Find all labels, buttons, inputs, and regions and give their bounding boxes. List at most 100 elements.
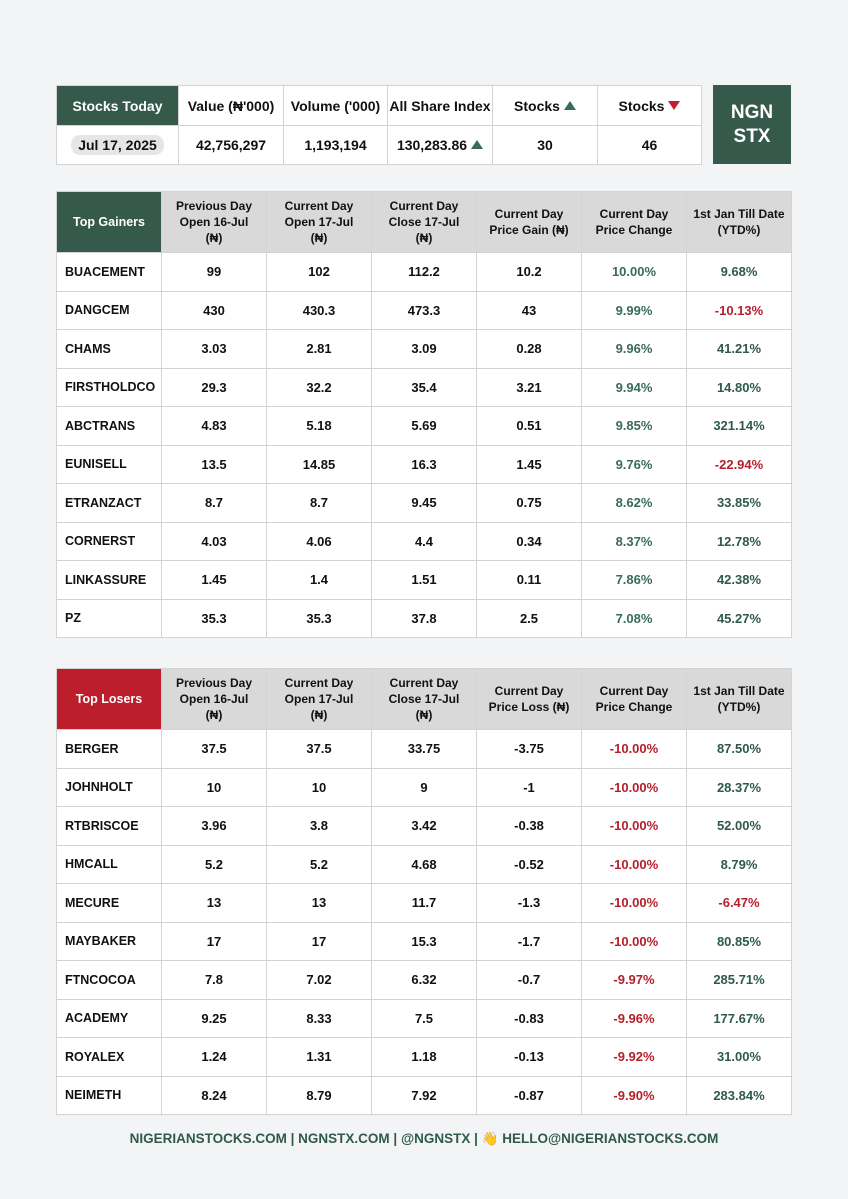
logo-line: NGN (730, 101, 774, 123)
value-text: 130,283.86 (396, 137, 468, 153)
logo: NGN STX (713, 85, 791, 164)
stock-name: LINKASSURE (56, 560, 162, 600)
cell: -0.7 (476, 960, 582, 1000)
stock-name: ETRANZACT (56, 483, 162, 523)
cell: -0.52 (476, 844, 582, 884)
cell: 32.2 (266, 367, 372, 407)
stock-name: PZ (56, 598, 162, 638)
value-text: 1,193,194 (304, 137, 367, 153)
cell: 10.00% (581, 252, 687, 292)
cell: 430.3 (266, 290, 372, 330)
header-text: Volume ('000) (290, 97, 381, 114)
cell: 0.28 (476, 329, 582, 369)
cell: 5.69 (371, 406, 477, 446)
cell: 9.96% (581, 329, 687, 369)
data-row: ACADEMY 9.25 8.33 7.5 -0.83 -9.96% 177.67% (56, 998, 792, 1038)
stock-name: FTNCOCOA (56, 960, 162, 1000)
summary-header: Value (₦'000) (178, 85, 284, 126)
cell: 1.24 (161, 1037, 267, 1077)
data-row: LINKASSURE 1.45 1.4 1.51 0.11 7.86% 42.38% (56, 560, 792, 600)
cell: 33.75 (371, 729, 477, 769)
data-row: ETRANZACT 8.7 8.7 9.45 0.75 8.62% 33.85% (56, 483, 792, 523)
cell: 9.25 (161, 998, 267, 1038)
cell: 1.45 (161, 560, 267, 600)
header-text: All Share Index (389, 97, 491, 114)
summary-value: 1,193,194 (283, 125, 388, 165)
column-header: Previous Day Open 16-Jul (₦) (161, 191, 267, 253)
cell: 15.3 (371, 921, 477, 961)
cell: 41.21% (686, 329, 792, 369)
cell: 35.3 (266, 598, 372, 638)
summary-value: 42,756,297 (178, 125, 284, 165)
data-row: MAYBAKER 17 17 15.3 -1.7 -10.00% 80.85% (56, 921, 792, 961)
column-header: Current Day Price Loss (₦) (476, 668, 582, 730)
cell: 35.3 (161, 598, 267, 638)
cell: 29.3 (161, 367, 267, 407)
footer: NIGERIANSTOCKS.COM | NGNSTX.COM | @NGNST… (129, 1131, 719, 1146)
cell: -1 (476, 767, 582, 807)
cell: 177.67% (686, 998, 792, 1038)
cell: 10.2 (476, 252, 582, 292)
cell: 37.5 (266, 729, 372, 769)
stock-name: JOHNHOLT (56, 767, 162, 807)
cell: 31.00% (686, 1037, 792, 1077)
cell: 13.5 (161, 444, 267, 484)
cell: -9.96% (581, 998, 687, 1038)
cell: 8.37% (581, 521, 687, 561)
cell: 10 (266, 767, 372, 807)
cell: -9.97% (581, 960, 687, 1000)
cell: -0.38 (476, 806, 582, 846)
cell: -6.47% (686, 883, 792, 923)
header-row: Top Gainers Previous Day Open 16-Jul (₦) C… (56, 191, 792, 253)
stock-name: HMCALL (56, 844, 162, 884)
cell: 5.18 (266, 406, 372, 446)
cell: 37.8 (371, 598, 477, 638)
cell: 4.83 (161, 406, 267, 446)
data-row: ROYALEX 1.24 1.31 1.18 -0.13 -9.92% 31.00% (56, 1037, 792, 1077)
cell: 4.4 (371, 521, 477, 561)
stock-name: BUACEMENT (56, 252, 162, 292)
cell: 13 (266, 883, 372, 923)
cell: 13 (161, 883, 267, 923)
summary-header: All Share Index (387, 85, 493, 126)
cell: 4.68 (371, 844, 477, 884)
column-header: Current Day Open 17-Jul (₦) (266, 191, 372, 253)
cell: 9.85% (581, 406, 687, 446)
cell: 1.31 (266, 1037, 372, 1077)
stock-name: MECURE (56, 883, 162, 923)
cell: 7.08% (581, 598, 687, 638)
cell: -0.13 (476, 1037, 582, 1077)
cell: 37.5 (161, 729, 267, 769)
stock-name: NEIMETH (56, 1075, 162, 1115)
cell: 3.09 (371, 329, 477, 369)
data-row: FIRSTHOLDCO 29.3 32.2 35.4 3.21 9.94% 14.80% (56, 367, 792, 407)
cell: -10.00% (581, 767, 687, 807)
cell: 4.06 (266, 521, 372, 561)
summary-value: 130,283.86 (387, 125, 493, 165)
stock-name: ABCTRANS (56, 406, 162, 446)
cell: 28.37% (686, 767, 792, 807)
data-row: DANGCEM 430 430.3 473.3 43 9.99% -10.13% (56, 290, 792, 330)
cell: 6.32 (371, 960, 477, 1000)
cell: 3.96 (161, 806, 267, 846)
cell: 17 (266, 921, 372, 961)
header-row: Top Losers Previous Day Open 16-Jul (₦) Cu… (56, 668, 792, 730)
summary-header: Volume ('000) (283, 85, 388, 126)
cell: -22.94% (686, 444, 792, 484)
cell: 7.86% (581, 560, 687, 600)
data-row: PZ 35.3 35.3 37.8 2.5 7.08% 45.27% (56, 598, 792, 638)
data-row: EUNISELL 13.5 14.85 16.3 1.45 9.76% -22.94% (56, 444, 792, 484)
cell: 283.84% (686, 1075, 792, 1115)
cell: 7.8 (161, 960, 267, 1000)
cell: 321.14% (686, 406, 792, 446)
header-text: Stocks Today (72, 97, 163, 114)
cell: 42.38% (686, 560, 792, 600)
cell: 35.4 (371, 367, 477, 407)
data-row: FTNCOCOA 7.8 7.02 6.32 -0.7 -9.97% 285.71% (56, 960, 792, 1000)
stock-name: CORNERST (56, 521, 162, 561)
cell: 9.45 (371, 483, 477, 523)
cell: 0.75 (476, 483, 582, 523)
summary-header: Stocks Today (56, 85, 179, 126)
data-row: CORNERST 4.03 4.06 4.4 0.34 8.37% 12.78% (56, 521, 792, 561)
